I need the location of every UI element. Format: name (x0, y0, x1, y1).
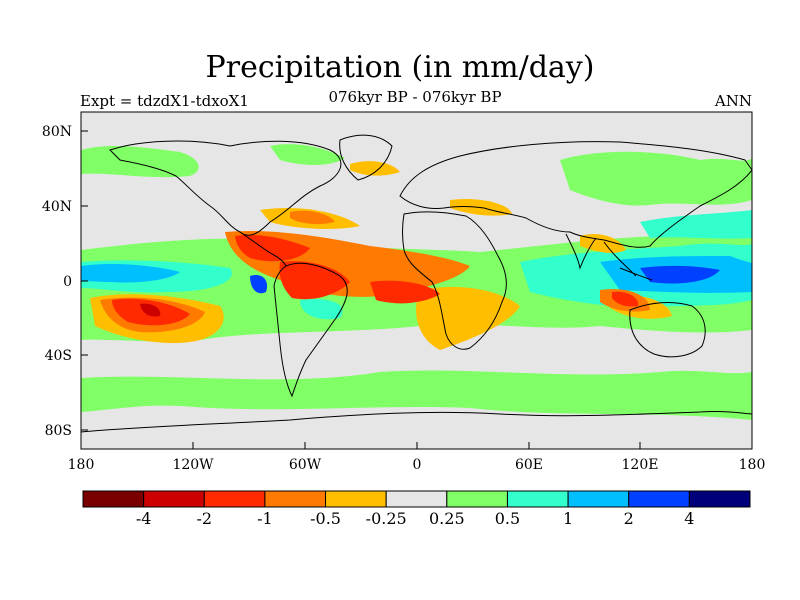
field-region (81, 146, 199, 178)
lon-tick-label: 180 (739, 457, 766, 473)
field-layer (81, 112, 752, 449)
field-region (370, 280, 440, 304)
colorbar-label: -0.5 (310, 509, 341, 528)
colorbar-label: 4 (684, 509, 694, 528)
colorbar-label: -1 (257, 509, 273, 528)
lon-tick-label: 60W (289, 457, 322, 473)
field-region (580, 233, 626, 253)
colorbar-swatch (567, 490, 630, 508)
field-region (140, 303, 161, 317)
period-label: 076kyr BP - 076kyr BP (328, 88, 502, 106)
lon-tick-label: 120E (622, 457, 659, 473)
tick-marks (80, 130, 753, 449)
coastline-eurasia (399, 141, 752, 248)
colorbar-swatch (143, 490, 205, 508)
colorbar-swatch (325, 490, 387, 508)
field-region (560, 151, 752, 206)
lat-tick-label: 80N (42, 124, 72, 140)
field-region (250, 274, 268, 294)
lon-tick-label: 60E (515, 457, 543, 473)
colorbar-swatch (203, 490, 266, 508)
coastline-central-america (239, 231, 287, 267)
coastline-australia (629, 302, 706, 358)
coastline-southeast-asia (603, 241, 653, 281)
lat-tick-label: 40S (45, 348, 72, 364)
field-region (290, 210, 335, 225)
field-region (612, 291, 639, 307)
field-region (640, 210, 752, 239)
lat-tick-label: 40N (42, 199, 72, 215)
colorbar-swatch (688, 490, 751, 508)
coastline-africa (402, 211, 507, 350)
lon-tick-label: 120W (172, 457, 214, 473)
colorbar-swatch (385, 490, 448, 508)
colorbar-label: -0.25 (366, 509, 407, 528)
field-region (279, 261, 350, 300)
colorbar-label: 1 (563, 509, 573, 528)
season-label: ANN (714, 92, 752, 110)
colorbar-swatch (264, 490, 327, 508)
colorbar-label: -2 (196, 509, 212, 528)
colorbar-label: -4 (136, 509, 152, 528)
colorbar-label: 2 (624, 509, 634, 528)
field-region (350, 161, 400, 176)
lat-tick-label: 80S (45, 423, 72, 439)
colorbar-swatch (628, 490, 690, 508)
lon-tick-label: 180 (68, 457, 95, 473)
colorbar-label: 0.5 (495, 509, 520, 528)
field-region (81, 370, 752, 420)
coastline-south-america (273, 262, 348, 398)
field-region (270, 144, 345, 165)
coastline-north-america (109, 140, 342, 236)
colorbar-swatch (82, 490, 145, 508)
colorbar-swatch (506, 490, 569, 508)
experiment-label: Expt = tdzdX1-tdxoX1 (80, 92, 249, 110)
coastline-india (565, 233, 597, 270)
field-region (640, 265, 720, 284)
colorbar-swatch (446, 490, 508, 508)
coastlines (81, 134, 752, 433)
colorbar: -4 -2 -1 -0.5 -0.25 0.25 0.5 1 2 4 (82, 490, 751, 528)
colorbar-label: 0.25 (429, 509, 465, 528)
lat-tick-label: 0 (63, 274, 72, 290)
coastline-antarctica (81, 410, 752, 433)
map-title: Precipitation (in mm/day) (205, 50, 595, 85)
field-region (81, 264, 180, 283)
lon-tick-label: 0 (413, 457, 422, 473)
field-region (416, 286, 520, 350)
field-region (300, 298, 343, 320)
coastline-greenland (339, 134, 393, 181)
